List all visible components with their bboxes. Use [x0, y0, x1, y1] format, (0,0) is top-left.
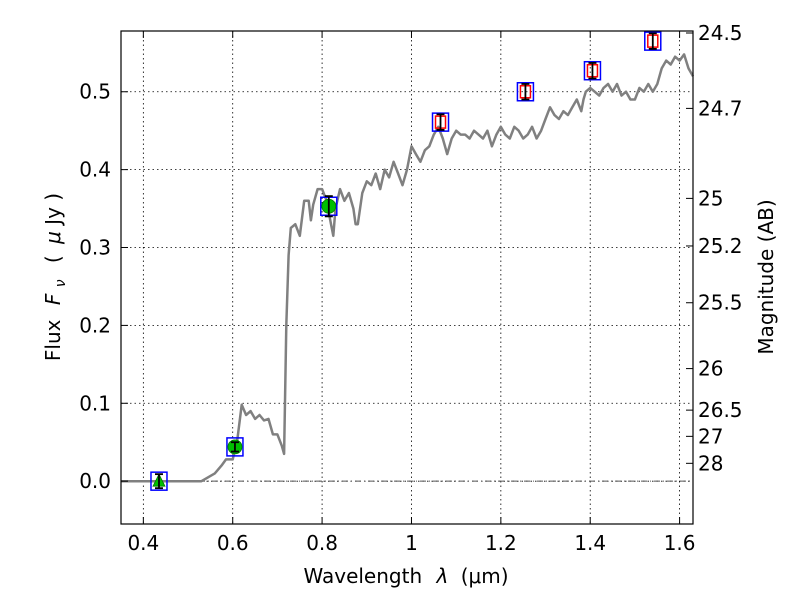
- magnitude-tick-label: 25.5: [698, 291, 743, 315]
- x-tick-label: 1.6: [664, 531, 696, 555]
- series-layer: [121, 31, 695, 491]
- y-tick-label: 0.5: [79, 80, 111, 104]
- x-axis-label-text: Wavelength: [303, 564, 422, 588]
- magnitude-axis-label: Magnitude (AB): [754, 199, 778, 354]
- x-axis-label-math: λ: [436, 564, 449, 588]
- model-spectrum-line: [121, 53, 695, 483]
- y-tick-label: 0.2: [79, 313, 111, 337]
- y-axis-label-unit-mu: μ: [41, 231, 65, 245]
- y-tick-label: 0.4: [79, 158, 111, 182]
- y-axis-ticks: 0.0 0.1 0.2 0.3 0.4 0.5: [79, 80, 128, 493]
- x-tick-label: 1.4: [574, 531, 606, 555]
- y-axis-label-text: Flux: [41, 319, 65, 361]
- x-tick-label: 1.2: [485, 531, 517, 555]
- magnitude-tick-label: 26: [698, 357, 723, 381]
- model-photometry-square: [226, 437, 244, 457]
- grid: [121, 31, 693, 524]
- y-axis-label-math: F: [41, 293, 65, 305]
- magnitude-tick-label: 27: [698, 424, 723, 448]
- x-tick-label: 0.8: [306, 531, 338, 555]
- model-photometry-square: [431, 112, 450, 132]
- magnitude-tick-label: 28: [698, 451, 723, 475]
- y-axis-label-unit-open: (: [41, 255, 65, 263]
- model-photometry-square: [516, 81, 535, 102]
- magnitude-tick-label: 26.5: [698, 398, 743, 422]
- y-axis-label: Flux F ν ( μ Jy ): [41, 193, 70, 361]
- magnitude-tick-label: 24.5: [698, 21, 743, 45]
- x-tick-label: 0.6: [217, 531, 249, 555]
- x-axis-label: Wavelength λ (μm): [303, 564, 508, 588]
- x-axis-ticks: 0.4 0.6 0.8 1 1.2 1.4 1.6: [127, 31, 696, 555]
- x-tick-label: 0.4: [127, 531, 159, 555]
- magnitude-tick-label: 24.7: [698, 96, 743, 120]
- y-tick-label: 0.3: [79, 236, 111, 260]
- model-photometry-square: [150, 471, 168, 491]
- magnitude-tick-label: 25.2: [698, 234, 743, 258]
- y-tick-label: 0.1: [79, 391, 111, 415]
- magnitude-tick-label: 25: [698, 186, 723, 210]
- y-axis-label-unit-rest: Jy ): [41, 193, 65, 227]
- y-tick-label: 0.0: [79, 469, 111, 493]
- y-axis-label-math-sub: ν: [53, 279, 69, 287]
- magnitude-axis-ticks: 24.5 24.7 25 25.2 25.5 26 26.527 28: [686, 21, 743, 475]
- model-photometry-square: [583, 60, 602, 81]
- model-photometry-square: [644, 31, 662, 51]
- x-tick-label: 1: [405, 531, 418, 555]
- x-axis-label-unit: (μm): [461, 564, 509, 588]
- plot-frame: [120, 30, 694, 525]
